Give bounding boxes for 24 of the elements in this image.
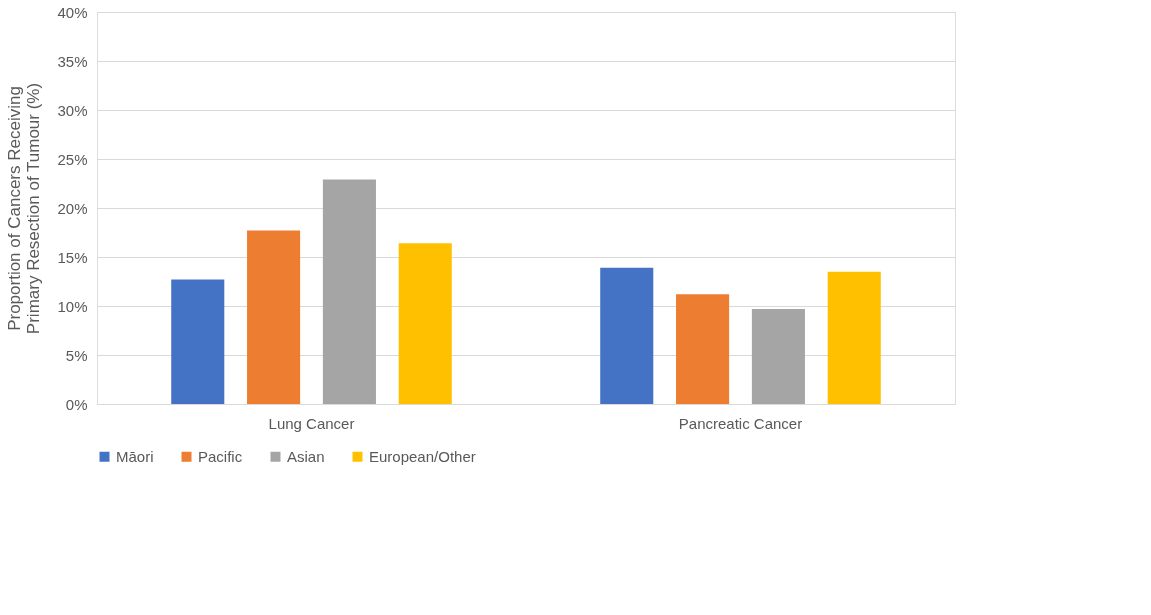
y-axis-title: Proportion of Cancers Receiving Primary Resection of Tumour (%) <box>5 82 44 335</box>
bar <box>398 243 452 404</box>
y-tick-label: 40% <box>57 3 88 21</box>
legend-label: Asian <box>287 447 325 465</box>
y-tick-label: 15% <box>57 248 88 266</box>
y-tick-label: 30% <box>57 101 88 119</box>
bar <box>247 230 301 404</box>
legend-label: European/Other <box>369 447 476 465</box>
x-tick-label: Lung Cancer <box>268 414 355 432</box>
bar <box>171 279 225 404</box>
y-tick-label: 10% <box>57 297 88 315</box>
bar <box>600 267 654 404</box>
x-tick-label: Pancreatic Cancer <box>678 414 803 432</box>
bar <box>676 294 730 404</box>
bar <box>751 308 805 404</box>
y-tick-label: 35% <box>57 52 88 70</box>
y-tick-label: 5% <box>65 346 88 364</box>
legend-label: Māori <box>116 447 154 465</box>
y-tick-label: 20% <box>57 199 88 217</box>
bar <box>322 179 376 404</box>
y-tick-label: 0% <box>65 395 88 413</box>
legend-label: Pacific <box>198 447 243 465</box>
y-tick-label: 25% <box>57 150 88 168</box>
bar <box>827 271 881 404</box>
